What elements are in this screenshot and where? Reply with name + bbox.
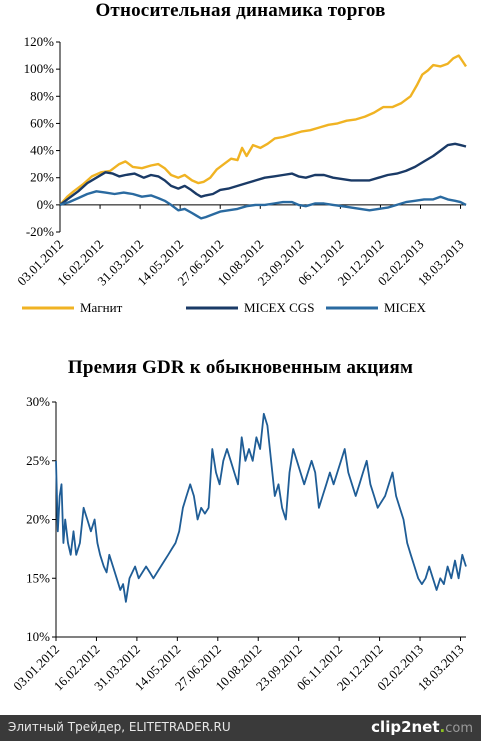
y-tick-label: 40% xyxy=(30,143,54,158)
y-tick-label: 60% xyxy=(30,115,54,130)
chart1-title: Относительная динамика торгов xyxy=(95,0,386,21)
logo-main: clip2net xyxy=(371,718,440,736)
y-tick-label: -20% xyxy=(26,224,54,239)
legend-label-1: MICEX CGS xyxy=(244,300,314,315)
y-tick-label: 80% xyxy=(30,88,54,103)
y-tick-label: 20% xyxy=(30,170,54,185)
y-tick-label: 10% xyxy=(26,629,50,644)
logo-tld: com xyxy=(445,721,473,736)
series-line-2 xyxy=(59,190,467,220)
clip2net-logo[interactable]: clip2net.com xyxy=(371,718,473,736)
series-line-1 xyxy=(59,142,467,206)
legend-label-0: Магнит xyxy=(80,300,123,315)
relative-dynamics-chart: -20%0%20%40%60%80%100%120%03.01.201216.0… xyxy=(14,34,467,315)
y-tick-label: 20% xyxy=(26,512,50,527)
y-tick-label: 0% xyxy=(37,197,55,212)
y-tick-label: 100% xyxy=(24,61,55,76)
y-tick-label: 15% xyxy=(26,570,50,585)
series-line-0 xyxy=(55,412,467,603)
legend-label-2: MICEX xyxy=(384,300,427,315)
logo-dot: . xyxy=(439,718,446,736)
gdr-premium-chart: 10%15%20%25%30%03.01.201216.02.201231.03… xyxy=(10,394,467,693)
series-line-0 xyxy=(59,54,467,206)
y-tick-label: 30% xyxy=(26,394,50,409)
footer-site-text: Элитный Трейдер, ELITETRADER.RU xyxy=(8,720,231,734)
y-tick-label: 120% xyxy=(24,34,55,49)
chart2-title: Премия GDR к обыкновенным акциям xyxy=(67,357,414,378)
y-tick-label: 25% xyxy=(26,453,50,468)
footer-bar: Элитный Трейдер, ELITETRADER.RU clip2net… xyxy=(0,715,481,741)
